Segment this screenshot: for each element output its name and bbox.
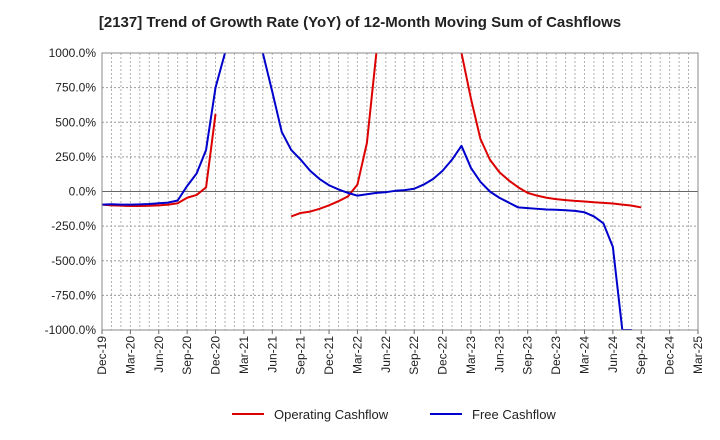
free-cashflow-line-segment <box>102 53 226 206</box>
x-tick-label: Jun-21 <box>265 336 279 373</box>
x-tick-label: Sep-20 <box>180 336 194 375</box>
operating-cashflow-line-segment <box>290 53 378 218</box>
x-tick-label: Mar-25 <box>691 336 705 374</box>
chart-title: [2137] Trend of Growth Rate (YoY) of 12-… <box>98 14 622 31</box>
y-tick-label: -250.0% <box>51 219 96 233</box>
y-tick-label: -500.0% <box>51 254 96 268</box>
y-tick-label: 500.0% <box>55 115 96 129</box>
x-tick-label: Dec-19 <box>95 336 109 375</box>
series-layer <box>102 53 642 330</box>
y-tick-label: 250.0% <box>55 150 96 164</box>
x-tick-label: Jun-23 <box>492 336 506 373</box>
y-tick-label: -750.0% <box>51 288 96 302</box>
legend-item-free-cashflow-label: Free Cashflow <box>472 407 556 422</box>
x-tick-label: Mar-20 <box>123 336 137 374</box>
y-tick-label: 1000.0% <box>49 46 97 60</box>
x-tick-label: Dec-23 <box>549 336 563 375</box>
legend: Operating Cashflow Free Cashflow <box>232 407 556 422</box>
x-tick-label: Sep-22 <box>407 336 421 375</box>
x-tick-label: Jun-24 <box>606 336 620 373</box>
x-tick-label: Sep-23 <box>521 336 535 375</box>
x-tick-label: Sep-21 <box>294 336 308 375</box>
operating-cashflow-line-segment <box>460 53 642 209</box>
x-tick-label: Dec-24 <box>663 336 677 375</box>
free-cashflow-line-segment <box>261 53 632 330</box>
y-tick-label: -1000.0% <box>45 323 97 337</box>
x-tick-label: Mar-24 <box>577 336 591 374</box>
x-tick-label: Dec-21 <box>322 336 336 375</box>
x-tick-label: Sep-24 <box>634 336 648 375</box>
x-tick-label: Dec-20 <box>209 336 223 375</box>
y-tick-label: 0.0% <box>69 185 97 199</box>
x-tick-label: Dec-22 <box>436 336 450 375</box>
x-tick-label: Jun-22 <box>379 336 393 373</box>
plot-frame <box>101 52 699 331</box>
x-tick-label: Mar-23 <box>464 336 478 374</box>
x-tick-label: Mar-22 <box>350 336 364 374</box>
legend-item-operating-cashflow-label: Operating Cashflow <box>274 407 389 422</box>
x-tick-label: Jun-20 <box>152 336 166 373</box>
y-tick-label: 750.0% <box>55 81 96 95</box>
x-tick-label: Mar-21 <box>237 336 251 374</box>
axis-layer: 1000.0% 750.0% 500.0% 250.0% 0.0% -250.0% -500… <box>45 46 705 375</box>
